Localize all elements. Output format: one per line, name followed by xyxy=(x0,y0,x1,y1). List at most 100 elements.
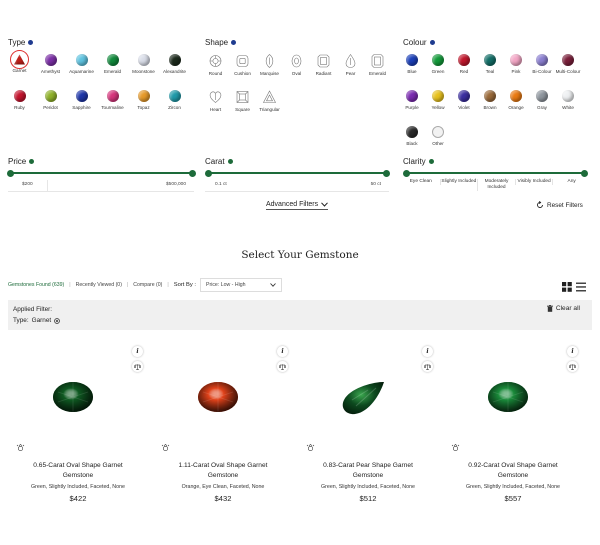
colour-option[interactable]: Teal xyxy=(477,54,503,90)
type-option[interactable]: Garnet xyxy=(4,50,35,90)
product-title[interactable]: 1.11-Carat Oval Shape Garnet Gemstone xyxy=(178,462,268,480)
clarity-max-handle[interactable] xyxy=(581,169,588,177)
colour-option[interactable]: Orange xyxy=(503,90,529,126)
compare-scale-icon[interactable] xyxy=(277,361,288,372)
colour-option[interactable]: Other xyxy=(425,126,451,162)
reset-filters-button[interactable]: Reset Filters xyxy=(536,201,583,209)
shape-option[interactable]: Pear xyxy=(337,54,364,90)
colour-option[interactable]: Pink xyxy=(503,54,529,90)
shape-option[interactable]: Triangular xyxy=(256,90,283,126)
colour-option-label: Bi-Colour xyxy=(532,69,552,74)
price-slider[interactable] xyxy=(7,169,196,177)
product-title[interactable]: 0.83-Carat Pear Shape Garnet Gemstone xyxy=(323,462,413,480)
carat-min-handle[interactable] xyxy=(205,169,212,177)
clarity-min-handle[interactable] xyxy=(403,169,410,177)
info-icon[interactable] xyxy=(227,159,233,164)
clarity-option[interactable]: Visibly Included xyxy=(514,179,553,185)
type-option[interactable]: Sapphire xyxy=(66,90,97,126)
product-card[interactable]: i 0.92-Carat Oval Shape Garnet Gemstone Gr… xyxy=(442,342,584,510)
shape-option[interactable]: Heart xyxy=(202,90,229,126)
colour-option[interactable]: Yellow xyxy=(425,90,451,126)
gemstone-image[interactable] xyxy=(483,378,533,416)
colour-option[interactable]: Red xyxy=(451,54,477,90)
shape-option[interactable]: Marquise xyxy=(256,54,283,90)
gemstone-image[interactable] xyxy=(338,378,388,416)
list-view-icon[interactable] xyxy=(576,279,586,292)
info-button[interactable]: i xyxy=(567,346,578,357)
product-title[interactable]: 0.65-Carat Oval Shape Garnet Gemstone xyxy=(33,462,123,480)
gemstone-image[interactable] xyxy=(48,378,98,416)
colour-option[interactable]: Bi-Colour xyxy=(529,54,555,90)
colour-option[interactable]: Blue xyxy=(399,54,425,90)
info-icon[interactable] xyxy=(29,159,35,164)
colour-option[interactable]: Multi-Colour xyxy=(555,54,581,90)
price-max-handle[interactable] xyxy=(189,169,196,177)
gemstone-icon xyxy=(75,90,88,102)
type-option[interactable]: Amethyst xyxy=(35,54,66,90)
gemstone-image[interactable] xyxy=(193,378,243,416)
compare-scale-icon[interactable] xyxy=(567,361,578,372)
product-card[interactable]: i 0.83-Carat Pear Shape Garnet Gemstone Gr… xyxy=(297,342,439,510)
clarity-slider[interactable] xyxy=(403,169,588,177)
shape-option[interactable]: Cushion xyxy=(229,54,256,90)
info-icon[interactable] xyxy=(231,40,237,45)
compare-scale-icon[interactable] xyxy=(132,361,143,372)
price-min-handle[interactable] xyxy=(7,169,14,177)
colour-option[interactable]: Black xyxy=(399,126,425,162)
colour-option[interactable]: Purple xyxy=(399,90,425,126)
clarity-option[interactable]: Moderately Included xyxy=(477,179,515,191)
ring-view-icon[interactable] xyxy=(451,438,460,452)
colour-option[interactable]: Violet xyxy=(451,90,477,126)
advanced-filters-toggle[interactable]: Advanced Filters xyxy=(266,201,329,210)
ring-view-icon[interactable] xyxy=(161,438,170,452)
colour-option[interactable]: Brown xyxy=(477,90,503,126)
shape-option[interactable]: Square xyxy=(229,90,256,126)
type-option[interactable]: Ruby xyxy=(4,90,35,126)
product-card[interactable]: i 1.11-Carat Oval Shape Garnet Gemstone Or… xyxy=(152,342,294,510)
sort-select[interactable]: Price: Low - High xyxy=(200,278,282,292)
shape-option[interactable]: Oval xyxy=(283,54,310,90)
clarity-option[interactable]: Eye Clean xyxy=(409,179,432,184)
remove-filter-icon[interactable] xyxy=(54,317,61,324)
shape-option-label: Round xyxy=(208,71,223,76)
shape-option[interactable]: Radiant xyxy=(310,54,337,90)
clear-all-button[interactable]: Clear all xyxy=(546,305,580,312)
type-option[interactable]: Alexandrite xyxy=(159,54,190,90)
price-max-value[interactable]: $500,000 xyxy=(165,182,186,187)
colour-option[interactable]: White xyxy=(555,90,581,126)
compare-scale-icon[interactable] xyxy=(422,361,433,372)
colour-option[interactable]: Green xyxy=(425,54,451,90)
shape-option[interactable]: Emerald xyxy=(364,54,391,90)
info-button[interactable]: i xyxy=(132,346,143,357)
type-option[interactable]: Emerald xyxy=(97,54,128,90)
carat-max-handle[interactable] xyxy=(383,169,390,177)
type-option[interactable]: Aquamarine xyxy=(66,54,97,90)
type-option[interactable]: Zircon xyxy=(159,90,190,126)
type-option[interactable]: Moonstone xyxy=(128,54,159,90)
clarity-option[interactable]: Slightly Included xyxy=(439,179,477,185)
applied-filter-chip[interactable]: Type: Garnet xyxy=(13,317,61,324)
ring-view-icon[interactable] xyxy=(16,438,25,452)
type-option[interactable]: Topaz xyxy=(128,90,159,126)
price-min-value[interactable]: $200 xyxy=(22,182,33,187)
product-title[interactable]: 0.92-Carat Oval Shape Garnet Gemstone xyxy=(468,462,558,480)
info-icon[interactable] xyxy=(428,159,434,164)
carat-slider[interactable] xyxy=(205,169,390,177)
info-icon[interactable] xyxy=(429,40,435,45)
grid-view-icon[interactable] xyxy=(562,279,572,292)
info-button[interactable]: i xyxy=(422,346,433,357)
type-option[interactable]: Tourmaline xyxy=(97,90,128,126)
carat-min-value[interactable]: 0.1 ct xyxy=(215,182,227,187)
shape-option[interactable]: Round xyxy=(202,54,229,90)
colour-filter-grid: Blue Green Red Teal Pink Bi-Colour Multi-Colou… xyxy=(399,54,581,162)
compare-link[interactable]: Compare (0) xyxy=(133,282,163,288)
recently-viewed-link[interactable]: Recently Viewed (0) xyxy=(75,282,122,288)
carat-max-value[interactable]: 50 ct xyxy=(370,182,381,187)
colour-option[interactable]: Gray xyxy=(529,90,555,126)
clarity-option[interactable]: Any xyxy=(552,179,590,185)
info-icon[interactable] xyxy=(28,40,34,45)
type-option[interactable]: Peridot xyxy=(35,90,66,126)
product-card[interactable]: i 0.65-Carat Oval Shape Garnet Gemstone Gr… xyxy=(7,342,149,510)
info-button[interactable]: i xyxy=(277,346,288,357)
ring-view-icon[interactable] xyxy=(306,438,315,452)
